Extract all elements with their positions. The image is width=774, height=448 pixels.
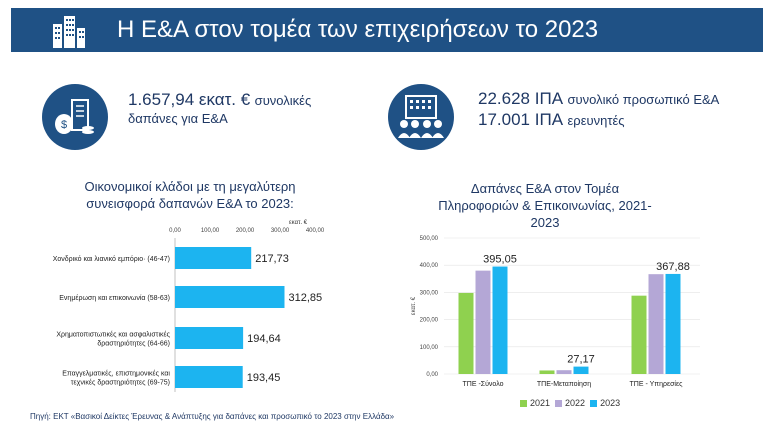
right-ytick-label: 300,00 xyxy=(420,290,439,296)
finance-kpi-badge: $ xyxy=(42,84,108,150)
right-category-label: ΤΠΕ - Υπηρεσίες xyxy=(630,380,684,388)
kpi-total-spending-text: συνολικές xyxy=(254,93,312,108)
kpi-researchers-text: ερευνητές xyxy=(567,113,625,128)
left-category-label: τεχνικές δραστηριότητες (69-75) xyxy=(71,379,170,387)
right-bar-2021 xyxy=(631,295,647,374)
kpi-total-spending: 1.657,94 εκατ. € συνολικές xyxy=(128,90,311,110)
money-building-icon: $ xyxy=(55,99,94,134)
left-category-label: Επαγγελματικές, επιστημονικές και xyxy=(62,370,170,378)
right-bar-2022 xyxy=(648,274,664,374)
left-category-label: Ενημέρωση και επικοινωνία (58-63) xyxy=(59,294,170,302)
left-category-label: Χρηματοπιστωτικές και ασφαλιστικές xyxy=(56,331,170,339)
right-bar-2022 xyxy=(556,370,572,374)
legend-item-2021: 2021 xyxy=(520,398,550,408)
left-bar xyxy=(175,327,244,349)
buildings-icon xyxy=(53,16,85,48)
right-chart-title: Δαπάνες Ε&Α στον Τομέα Πληροφοριών & Επι… xyxy=(438,181,652,230)
right-ytick-label: 0,00 xyxy=(426,372,438,378)
right-bar-value: 27,17 xyxy=(567,354,595,366)
left-bar-value: 312,85 xyxy=(288,292,322,304)
left-category-label: δραστηριότητες (64-66) xyxy=(97,340,170,348)
kpi-total-spending-line2: δαπάνες για Ε&Α xyxy=(128,111,228,126)
right-bar-2022 xyxy=(475,270,491,374)
legend-item-2023: 2023 xyxy=(590,398,620,408)
left-xtick-label: 200,00 xyxy=(236,228,255,234)
left-xtick-label: 400,00 xyxy=(306,228,325,234)
right-category-label: ΤΠΕ-Μεταποίηση xyxy=(537,380,591,388)
people-building-icon xyxy=(398,95,444,138)
left-bar-value: 194,64 xyxy=(247,333,281,345)
right-bar-2023 xyxy=(573,366,589,374)
right-ytick-label: 100,00 xyxy=(420,345,439,351)
left-bar xyxy=(175,247,252,269)
left-bar xyxy=(175,366,243,388)
kpi-researchers-value: 17.001 ΙΠΑ xyxy=(478,110,564,129)
right-bar-value: 395,05 xyxy=(483,254,517,266)
left-bar-value: 193,45 xyxy=(247,372,281,384)
right-ytick-label: 400,00 xyxy=(420,263,439,269)
svg-text:$: $ xyxy=(61,119,67,131)
left-bar xyxy=(175,286,285,308)
source-note: Πηγή: ΕΚΤ «Βασικοί Δείκτες Έρευνας & Ανά… xyxy=(30,412,395,421)
left-bar-value: 217,73 xyxy=(255,253,289,265)
kpi-researchers: 17.001 ΙΠΑ ερευνητές xyxy=(478,110,625,130)
right-ytick-label: 200,00 xyxy=(420,318,439,324)
kpi-total-personnel-text: συνολικό προσωπικό Ε&Α xyxy=(567,92,720,107)
left-category-label: Χονδρικό και λιανικό εμπόριο· (46-47) xyxy=(53,255,170,263)
left-xtick-label: 100,00 xyxy=(201,228,220,234)
legend-item-2022: 2022 xyxy=(555,398,585,408)
header-banner: Η Ε&Α στον τομέα των επιχειρήσεων το 202… xyxy=(11,8,763,52)
right-bar-2023 xyxy=(492,266,508,374)
left-chart-unit: εκατ. € xyxy=(289,220,308,226)
kpi-total-personnel: 22.628 ΙΠΑ συνολικό προσωπικό Ε&Α xyxy=(478,89,719,109)
left-xtick-label: 0,00 xyxy=(169,228,181,234)
kpi-total-spending-value: 1.657,94 εκατ. € xyxy=(128,90,251,109)
left-chart-title: Οικονομικοί κλάδοι με τη μεγαλύτερη συνε… xyxy=(84,179,296,211)
personnel-kpi-badge xyxy=(388,84,454,150)
right-chart-legend: 2021 2022 2023 xyxy=(520,398,620,408)
right-bar-2023 xyxy=(665,273,681,374)
right-ytick-label: 500,00 xyxy=(420,236,439,242)
right-ylabel: εκατ. € xyxy=(411,296,417,315)
kpi-total-personnel-value: 22.628 ΙΠΑ xyxy=(478,89,564,108)
left-xtick-label: 300,00 xyxy=(271,228,290,234)
page-title: Η Ε&Α στον τομέα των επιχειρήσεων το 202… xyxy=(117,16,599,43)
right-bar-2021 xyxy=(539,370,555,374)
right-bar-value: 367,88 xyxy=(656,261,690,273)
right-category-label: ΤΠΕ -Σύνολο xyxy=(463,380,504,388)
right-bar-2021 xyxy=(458,292,474,374)
